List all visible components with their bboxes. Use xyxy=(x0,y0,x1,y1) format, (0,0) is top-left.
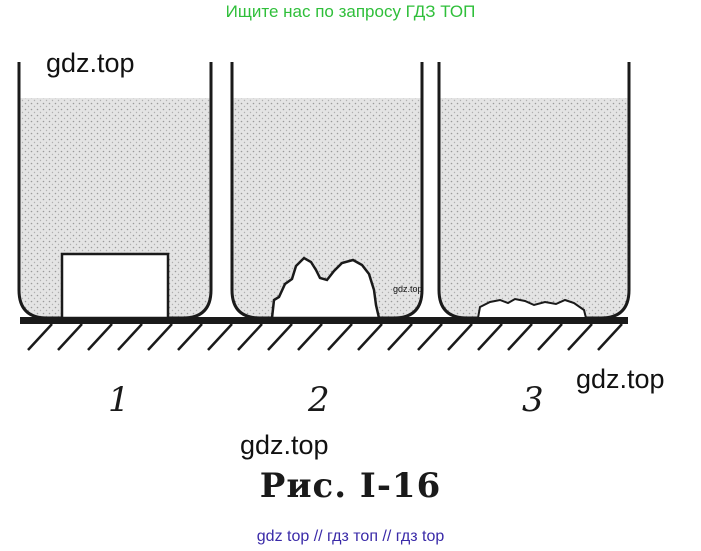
table-hatching xyxy=(27,323,623,351)
hatch-mark xyxy=(87,323,113,351)
watermark-text-2: gdz.top xyxy=(576,364,665,394)
hatch-mark xyxy=(537,323,563,351)
beaker-number-2: 2 xyxy=(308,380,330,420)
hatch-mark xyxy=(207,323,233,351)
hatch-mark xyxy=(147,323,173,351)
watermark-text-3: gdz.top xyxy=(240,430,329,460)
beaker-3-water xyxy=(439,98,629,318)
flat-residue xyxy=(476,297,588,319)
hatch-mark xyxy=(477,323,503,351)
hatch-mark xyxy=(387,323,413,351)
hatch-mark xyxy=(417,323,443,351)
beaker-3 xyxy=(437,62,631,320)
watermark-text-1: gdz.top xyxy=(46,48,135,78)
hatch-mark xyxy=(117,323,143,351)
beaker-2 xyxy=(230,62,424,320)
irregular-lump xyxy=(270,256,381,320)
hatch-mark xyxy=(567,323,593,351)
table-surface xyxy=(20,317,628,324)
hatch-mark xyxy=(597,323,623,351)
hatch-mark xyxy=(327,323,353,351)
bottom-banner[interactable]: gdz top // гдз топ // гдз top xyxy=(256,528,445,545)
watermark-text-small: gdz.top xyxy=(393,284,423,294)
hatch-mark xyxy=(57,323,83,351)
beaker-1 xyxy=(17,62,213,320)
hatch-mark xyxy=(357,323,383,351)
top-banner[interactable]: Ищите нас по запросу ГДЗ ТОП xyxy=(225,2,476,21)
hatch-mark xyxy=(507,323,533,351)
beaker-number-1: 1 xyxy=(108,380,130,420)
hatch-mark xyxy=(267,323,293,351)
hatch-mark xyxy=(297,323,323,351)
beaker-number-3: 3 xyxy=(522,380,544,420)
figure-caption: Рис. I-16 xyxy=(259,466,442,506)
cube-block xyxy=(60,252,170,320)
beaker-2-water xyxy=(232,98,422,318)
hatch-mark xyxy=(177,323,203,351)
hatch-mark xyxy=(27,323,53,351)
hatch-mark xyxy=(237,323,263,351)
hatch-mark xyxy=(447,323,473,351)
